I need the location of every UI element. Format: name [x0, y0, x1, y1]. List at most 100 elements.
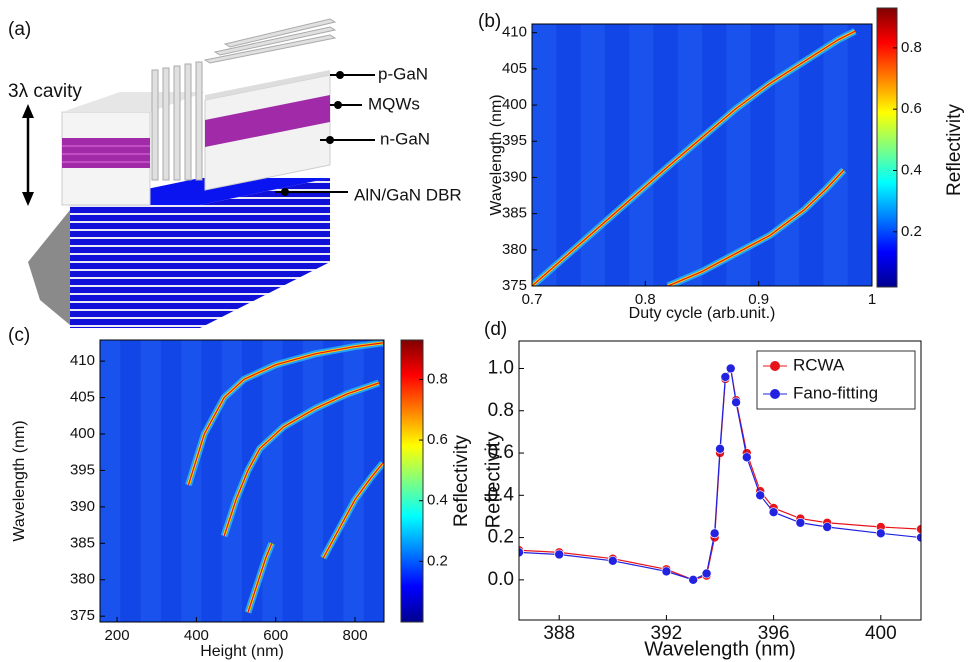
- heatmap-shade: [262, 340, 283, 622]
- heatmap-shade: [221, 340, 242, 622]
- legend-label: RCWA: [793, 355, 845, 374]
- y-tick-label: 390: [70, 498, 95, 515]
- legend-marker: [770, 361, 780, 371]
- colorbar: [876, 7, 898, 288]
- panel-label: (a): [8, 19, 31, 40]
- data-point: [768, 507, 779, 518]
- x-tick-label: 0.9: [748, 291, 769, 308]
- y-tick-label: 375: [70, 607, 95, 624]
- heatmap-shade: [726, 24, 751, 286]
- heatmap-shade: [343, 340, 364, 622]
- ridge-core: [247, 543, 273, 613]
- heatmap-shade: [823, 24, 848, 286]
- panel-label: (b): [478, 11, 501, 32]
- colorbar-tick-label: 0.8: [427, 370, 448, 387]
- y-tick-label: 410: [502, 24, 527, 41]
- y-axis-label: Wavelength (nm): [11, 420, 28, 541]
- y-tick-label: 0.4: [488, 484, 515, 505]
- ridge-core: [322, 462, 384, 559]
- x-tick-label: 396: [758, 623, 790, 644]
- y-tick-label: 0.6: [488, 442, 514, 463]
- x-tick-label: 400: [184, 627, 209, 644]
- y-tick-label: 385: [502, 205, 527, 222]
- data-point: [795, 517, 806, 528]
- heatmap: [532, 24, 872, 286]
- heatmap-shade: [140, 340, 161, 622]
- data-point: [822, 522, 833, 532]
- data-point: [916, 524, 921, 534]
- colorbar-tick-label: 0.4: [901, 161, 922, 178]
- y-axis-label: Reflectivity: [482, 432, 504, 529]
- ridge-core: [667, 169, 845, 286]
- data-point: [715, 443, 725, 454]
- colorbar-label: Reflectivity: [451, 435, 472, 527]
- ridge-core: [187, 342, 383, 486]
- data-point: [755, 490, 766, 501]
- y-tick-label: 395: [502, 132, 527, 149]
- y-tick-label: 0.2: [488, 527, 514, 548]
- y-tick-label: 405: [70, 389, 95, 406]
- layer-label: MQWs: [368, 94, 420, 113]
- colorbar-label: Reflectivity: [944, 104, 965, 196]
- panel-label: (c): [8, 325, 30, 346]
- y-tick-label: 0.8: [488, 400, 514, 421]
- y-tick-label: 1.0: [488, 357, 514, 378]
- plot-frame: [99, 339, 385, 623]
- data-point: [554, 549, 565, 560]
- data-point: [701, 568, 712, 579]
- layer-label: p-GaN: [378, 64, 428, 83]
- x-axis-label: Height (nm): [200, 643, 284, 660]
- heatmap-shade: [532, 24, 557, 286]
- y-tick-label: 400: [502, 96, 527, 113]
- x-tick-label: 392: [651, 623, 683, 644]
- x-axis-label: Duty cycle (arb.unit.): [629, 305, 776, 322]
- data-point: [720, 372, 731, 382]
- data-point: [875, 528, 886, 539]
- y-tick-label: 390: [502, 168, 527, 185]
- x-tick-label: 388: [543, 623, 575, 644]
- data-point: [709, 528, 720, 539]
- x-tick-label: 0.8: [635, 291, 656, 308]
- data-point: [741, 452, 752, 463]
- data-point: [916, 532, 921, 543]
- x-tick-label: 800: [343, 627, 368, 644]
- y-axis-label: Wavelength (nm): [488, 94, 505, 215]
- y-tick-label: 410: [70, 352, 95, 369]
- colorbar-tick-label: 0.8: [901, 39, 922, 56]
- heatmap: [100, 340, 384, 622]
- heatmap-shade: [100, 340, 121, 622]
- ridge-core: [223, 382, 380, 537]
- colorbar-tick-label: 0.4: [427, 492, 448, 509]
- x-tick-label: 1: [868, 291, 876, 308]
- cavity-label: 3λ cavity: [8, 81, 82, 102]
- data-point: [731, 397, 741, 408]
- y-tick-label: 400: [70, 425, 95, 442]
- y-tick-label: 405: [502, 60, 527, 77]
- colorbar-tick-label: 0.6: [901, 100, 922, 117]
- y-tick-label: 380: [70, 571, 95, 588]
- colorbar-tick-label: 0.2: [427, 552, 448, 569]
- legend-label: Fano-fitting: [793, 383, 878, 402]
- plot-frame: [518, 340, 922, 621]
- ridge-core: [532, 30, 856, 286]
- y-tick-label: 395: [70, 461, 95, 478]
- plot-frame: [531, 23, 873, 287]
- layer-label: n-GaN: [380, 129, 430, 148]
- data-point: [688, 575, 699, 585]
- plot-lines: [519, 363, 921, 585]
- legend-marker: [770, 389, 780, 399]
- y-tick-label: 385: [70, 534, 95, 551]
- x-tick-label: 400: [865, 623, 897, 644]
- y-tick-label: 375: [502, 277, 527, 294]
- heatmap-background: [532, 24, 872, 286]
- data-point: [661, 566, 672, 577]
- x-tick-label: 200: [105, 627, 130, 644]
- x-tick-label: 600: [263, 627, 288, 644]
- colorbar-tick-label: 0.2: [901, 223, 922, 240]
- heatmap-shade: [580, 24, 605, 286]
- heatmap-shade: [629, 24, 654, 286]
- y-tick-label: 380: [502, 241, 527, 258]
- data-point: [607, 556, 618, 566]
